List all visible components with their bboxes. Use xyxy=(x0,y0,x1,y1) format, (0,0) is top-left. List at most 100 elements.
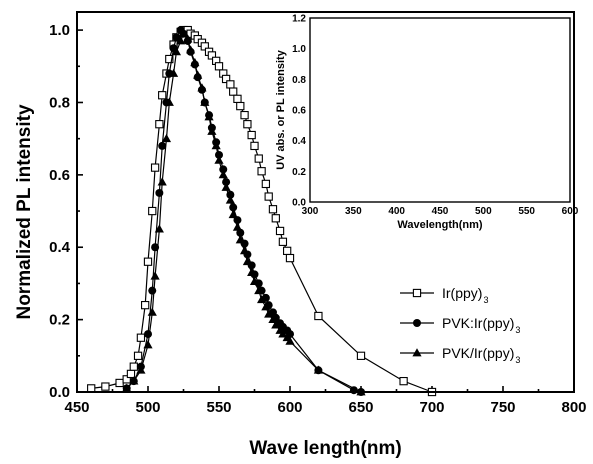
data-point xyxy=(143,257,153,266)
data-point xyxy=(157,177,167,186)
data-point xyxy=(122,383,132,392)
data-point xyxy=(261,179,271,189)
data-point xyxy=(207,51,217,60)
inset-y-tick-label: 0.6 xyxy=(292,106,306,117)
inset-y-tick-label: 0.4 xyxy=(292,136,306,147)
inset-x-tick-label: 500 xyxy=(475,206,492,217)
x-tick-label: 700 xyxy=(419,399,444,416)
data-point xyxy=(271,320,281,329)
data-point xyxy=(165,54,174,64)
data-point xyxy=(200,97,210,106)
data-point xyxy=(235,235,245,244)
data-point xyxy=(264,309,274,318)
x-axis-label: Wave length(nm) xyxy=(249,438,401,459)
y-tick-label: 0.8 xyxy=(49,94,70,111)
legend-label: PVK/Ir(ppy) xyxy=(442,345,514,361)
inset-x-tick-label: 350 xyxy=(345,206,362,217)
data-point xyxy=(236,101,245,111)
inset-x-tick-label: 400 xyxy=(388,206,405,217)
data-point xyxy=(314,311,323,321)
data-point xyxy=(221,182,231,191)
data-point xyxy=(399,376,408,386)
plot-frame xyxy=(76,11,575,393)
data-point xyxy=(183,34,193,43)
data-point xyxy=(207,126,217,135)
legend-label-subscript: 3 xyxy=(483,295,488,305)
data-point xyxy=(214,155,224,164)
inset-y-axis-label: UV abs. or PL intensity xyxy=(275,49,287,169)
data-point xyxy=(204,112,214,121)
x-tick-label: 450 xyxy=(64,399,89,416)
data-point xyxy=(249,276,260,286)
data-point xyxy=(129,376,139,385)
data-point xyxy=(168,68,179,77)
x-tick-label: 750 xyxy=(490,399,515,416)
data-point xyxy=(186,45,196,54)
data-point xyxy=(226,80,235,89)
data-point xyxy=(154,224,164,233)
data-point xyxy=(285,253,295,263)
data-point xyxy=(257,294,267,304)
data-point xyxy=(136,365,146,374)
data-point xyxy=(229,87,238,96)
y-axis-label: Normalized PL intensity xyxy=(14,104,35,319)
x-tick-label: 550 xyxy=(206,399,231,416)
inset-x-tick-label: 300 xyxy=(302,206,319,217)
data-point xyxy=(164,97,174,106)
data-point xyxy=(242,256,252,266)
data-point xyxy=(176,36,186,45)
data-point xyxy=(278,237,288,246)
data-point xyxy=(136,333,146,342)
data-point xyxy=(87,384,96,393)
legend-marker xyxy=(412,348,422,357)
data-point xyxy=(225,195,235,204)
inset-x-tick-label: 550 xyxy=(518,206,535,217)
inset-plot: 300 350 400 450 500 550 600 0.0 0.2 0.4 0.6 0.8 1.0 1… xyxy=(275,14,579,232)
data-point xyxy=(218,170,228,179)
data-point xyxy=(211,141,221,150)
data-point xyxy=(283,246,292,256)
data-point xyxy=(250,141,259,151)
legend-label-subscript: 3 xyxy=(515,325,520,335)
y-tick-label: 0.2 xyxy=(49,312,70,329)
inset-y-tick-label: 0.8 xyxy=(292,75,306,86)
data-point xyxy=(178,28,189,38)
data-point xyxy=(268,205,278,214)
data-point xyxy=(133,351,143,360)
y-tick-label: 0.0 xyxy=(49,384,70,401)
legend-marker xyxy=(412,288,422,298)
data-point xyxy=(126,369,136,379)
data-point xyxy=(239,246,250,255)
data-point xyxy=(275,226,285,236)
x-tick-label: 650 xyxy=(348,399,373,416)
data-point xyxy=(257,167,266,176)
legend-label: Ir(ppy) xyxy=(442,285,482,301)
legend-label-subscript: 3 xyxy=(515,355,520,365)
data-point xyxy=(190,57,200,67)
x-tick-label: 800 xyxy=(561,399,586,416)
data-point xyxy=(214,62,224,71)
data-point xyxy=(148,206,157,216)
data-point xyxy=(158,141,167,150)
data-point xyxy=(101,382,110,391)
inset-y-tick-label: 0.2 xyxy=(292,167,306,178)
data-point xyxy=(115,378,124,388)
data-point xyxy=(247,130,256,140)
data-point xyxy=(247,267,257,276)
series-PVK/Ir(ppy)3 xyxy=(122,28,366,396)
y-tick-label: 0.6 xyxy=(49,167,70,184)
data-point xyxy=(228,209,238,219)
data-point xyxy=(264,192,273,201)
legend-label: PVK:Ir(ppy) xyxy=(442,315,514,331)
data-point xyxy=(193,70,203,79)
y-tick-label: 1.0 xyxy=(49,22,70,39)
data-point xyxy=(172,33,181,42)
data-point xyxy=(233,94,242,104)
legend-item: Ir(ppy) 3 xyxy=(400,285,488,305)
inset-y-tick-label: 1.0 xyxy=(292,44,306,55)
inset-y-tick-label: 1.2 xyxy=(292,14,306,25)
data-point xyxy=(268,314,278,324)
